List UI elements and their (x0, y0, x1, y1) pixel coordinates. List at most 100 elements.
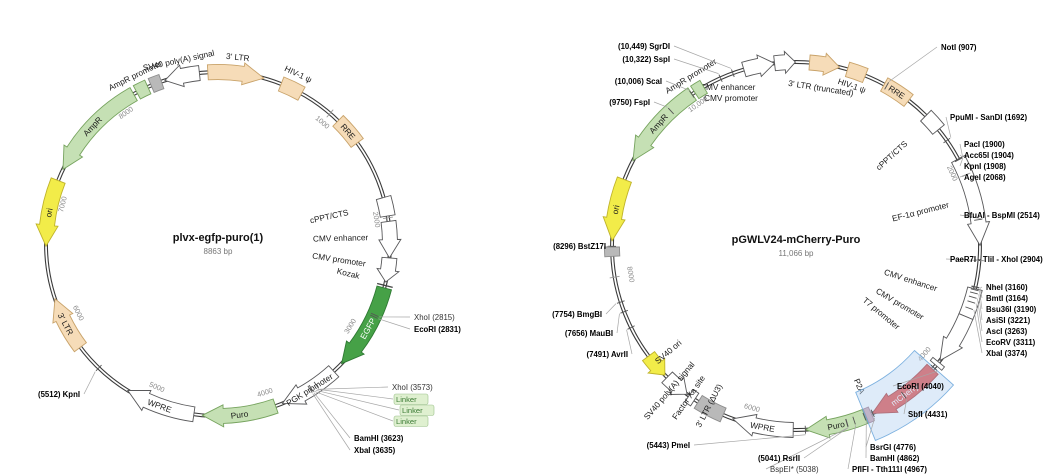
feature-ori[interactable] (602, 176, 632, 242)
feature-ef-1-promoter[interactable] (950, 154, 991, 247)
enzyme-label-5041-rsrii[interactable]: (5041) RsrII (758, 454, 800, 463)
feature-label-cppt-cts[interactable]: cPPT/CTS (309, 207, 350, 225)
feature-cppt-cts[interactable] (375, 194, 396, 218)
cut-site-tick (95, 364, 102, 372)
feature-cmv-promoter[interactable] (773, 50, 797, 75)
tick-label: 4000 (256, 386, 274, 399)
enzyme-label-10-006-scai[interactable]: (10,006) ScaI (615, 77, 662, 86)
enzyme-label-ecori-4040[interactable]: EcoRI (4040) (897, 382, 944, 391)
feature-ampr[interactable] (632, 87, 698, 162)
feature-label-cmv-enhancer[interactable]: CMV enhancer (313, 232, 369, 243)
feature-label-wpre[interactable]: WPRE (749, 420, 776, 434)
enzyme-label-asisi-3221[interactable]: AsiSI (3221) (986, 316, 1031, 325)
feature-puro[interactable] (201, 398, 279, 428)
feature-egfp[interactable] (340, 285, 393, 365)
enzyme-label-noti-907[interactable]: NotI (907) (941, 43, 977, 52)
feature-label-puro[interactable]: Puro (230, 409, 249, 421)
enzyme-label-bamhi-4862[interactable]: BamHI (4862) (870, 454, 920, 463)
feature-kozak[interactable] (377, 282, 393, 289)
feature-3-ltr[interactable] (206, 62, 265, 86)
feature-hiv-1[interactable] (277, 76, 306, 101)
feature-label-ori[interactable]: ori (610, 204, 622, 215)
enzyme-label-9750-fspi[interactable]: (9750) FspI (609, 98, 650, 107)
feature-cmv-enhancer[interactable] (741, 54, 776, 78)
feature-cmv-promoter[interactable] (376, 256, 401, 283)
enzyme-label-nhei-3160[interactable]: NheI (3160) (986, 283, 1028, 292)
enzyme-label-bmti-3164[interactable]: BmtI (3164) (986, 294, 1028, 303)
tick-label: 6000 (71, 304, 86, 322)
feature-hiv-1[interactable] (844, 61, 869, 84)
feature-sv40-poly-a-signal[interactable] (164, 64, 201, 88)
enzyme-label-ecorv-3311[interactable]: EcoRV (3311) (986, 338, 1036, 347)
enzyme-label-xbai-3374[interactable]: XbaI (3374) (986, 349, 1028, 358)
enzyme-label-pflfi-tth111i-4967[interactable]: PflFI - Tth111I (4967) (852, 465, 927, 474)
feature-label-puro[interactable]: Puro (826, 419, 846, 433)
feature-label-3-ltr[interactable]: 3' LTR (226, 51, 250, 63)
feature-factor-xa-site[interactable] (684, 388, 700, 407)
cut-site-tick (308, 384, 314, 393)
enzyme-label-paer7i-tlii-xhoi-2904[interactable]: PaeR7I - TliI - XhoI (2904) (950, 255, 1043, 264)
feature-ampr[interactable] (62, 86, 138, 171)
enzyme-label-asci-3263[interactable]: AscI (3263) (986, 327, 1028, 336)
feature-3-ltr[interactable] (52, 297, 88, 353)
feature-unlabeled[interactable] (604, 246, 621, 258)
enzyme-label-bsrgi-4776[interactable]: BsrGI (4776) (870, 443, 916, 452)
enzyme-label-10-449-sgrdi[interactable]: (10,449) SgrDI (618, 42, 670, 51)
feature-rre[interactable] (332, 114, 364, 149)
feature-3-ltr-u3[interactable] (693, 394, 727, 423)
enzyme-label-xhoi-3573[interactable]: XhoI (3573) (392, 383, 433, 392)
feature-t7-promoter[interactable] (929, 356, 946, 371)
feature-unlabeled[interactable] (147, 73, 165, 93)
selection-highlight[interactable] (855, 349, 955, 441)
enzyme-label-bfuai-bspmi-2514[interactable]: BfuAI - BspMI (2514) (964, 211, 1040, 220)
feature-ori[interactable] (35, 177, 66, 248)
leader-line (945, 116, 952, 138)
feature-label-sv40-ori[interactable]: SV40 ori (653, 338, 684, 366)
feature-label-cmv-enhancer[interactable]: CMV enhancer (883, 267, 939, 294)
enzyme-label-5512-kpni[interactable]: (5512) KpnI (38, 390, 80, 399)
annotation-label-linker[interactable]: Linker (402, 406, 423, 415)
feature-puro[interactable] (804, 409, 869, 439)
feature-label-ori[interactable]: ori (43, 207, 55, 218)
feature-cppt-cts[interactable] (919, 109, 945, 135)
feature-ampr-promoter[interactable] (689, 79, 709, 100)
feature-p2a[interactable] (862, 406, 875, 424)
enzyme-label-7754-bmgbi[interactable]: (7754) BmgBI (552, 310, 602, 319)
annotation-label-linker[interactable]: Linker (396, 395, 417, 404)
feature-label-cppt-cts[interactable]: cPPT/CTS (874, 138, 910, 172)
feature-3-ltr-truncated[interactable] (808, 52, 841, 76)
feature-label-cmv-promoter[interactable]: CMV promoter (704, 93, 758, 103)
feature-wpre[interactable] (126, 389, 196, 423)
annotation-label-linker[interactable]: Linker (396, 417, 417, 426)
enzyme-label-7656-maubi[interactable]: (7656) MauBI (565, 329, 613, 338)
enzyme-label-8296-bstz17i[interactable]: (8296) BstZ17I (553, 242, 606, 251)
enzyme-label-xbai-3635[interactable]: XbaI (3635) (354, 446, 396, 455)
enzyme-label-10-322-sspi[interactable]: (10,322) SspI (622, 55, 670, 64)
feature-rre[interactable] (879, 77, 914, 108)
enzyme-label-7491-avrii[interactable]: (7491) AvrII (587, 350, 628, 359)
feature-sv40-poly-a-signal[interactable] (661, 371, 688, 395)
enzyme-label-agei-2068[interactable]: AgeI (2068) (964, 173, 1006, 182)
leader-line (979, 290, 983, 310)
enzyme-label-ecori-2831[interactable]: EcoRI (2831) (414, 325, 461, 334)
enzyme-label-paci-1900[interactable]: PacI (1900) (964, 140, 1005, 149)
enzyme-label-bamhi-3623[interactable]: BamHI (3623) (354, 434, 404, 443)
cut-site-tick (689, 90, 695, 98)
enzyme-label-acc65i-1904[interactable]: Acc65I (1904) (964, 151, 1014, 160)
feature-sv40-ori[interactable] (641, 350, 666, 376)
feature-label-cmv-enhancer[interactable]: CMV enhancer (700, 82, 756, 92)
enzyme-label-5443-pmei[interactable]: (5443) PmeI (647, 441, 690, 450)
feature-cmv-enhancer[interactable] (378, 219, 402, 259)
feature-label-ef-1-promoter[interactable]: EF-1α promoter (891, 199, 950, 223)
feature-label-kozak[interactable]: Kozak (336, 266, 362, 281)
enzyme-label-xhoi-2815[interactable]: XhoI (2815) (414, 313, 455, 322)
enzyme-label-sbfi-4431[interactable]: SbfI (4431) (908, 410, 948, 419)
enzyme-label-bsu36i-3190[interactable]: Bsu36I (3190) (986, 305, 1037, 314)
enzyme-label-bspei-5038[interactable]: BspEI* (5038) (770, 465, 819, 474)
feature-label-pgk-promoter[interactable]: PGK promoter (284, 371, 334, 408)
feature-cmv-promoter[interactable] (939, 313, 974, 362)
feature-ampr-promoter[interactable] (132, 79, 152, 100)
feature-wpre[interactable] (731, 413, 794, 438)
enzyme-label-kpni-1908[interactable]: KpnI (1908) (964, 162, 1006, 171)
enzyme-label-ppumi-sandi-1692[interactable]: PpuMI - SanDI (1692) (950, 113, 1028, 122)
